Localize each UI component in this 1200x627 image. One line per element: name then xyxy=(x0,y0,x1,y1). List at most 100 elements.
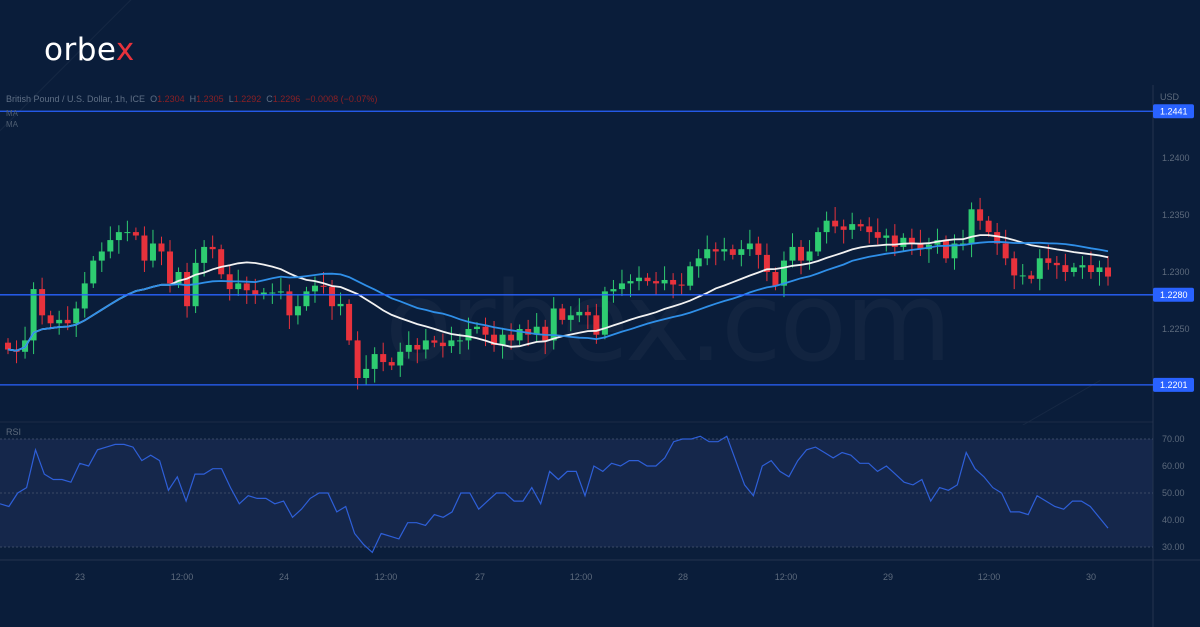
candle-body xyxy=(371,354,378,369)
candle-body xyxy=(473,326,480,329)
x-tick-label: 12:00 xyxy=(570,572,593,582)
x-tick-label: 23 xyxy=(75,572,85,582)
candle-body xyxy=(815,232,822,252)
low-value: 1.2292 xyxy=(233,94,262,104)
open-label: O xyxy=(150,94,158,104)
candle-body xyxy=(908,237,915,244)
candle-body xyxy=(303,291,310,307)
candle-body xyxy=(414,344,421,350)
candle-body xyxy=(755,243,762,255)
candle-body xyxy=(5,342,11,350)
candle-body xyxy=(1011,258,1018,276)
candle-body xyxy=(832,220,839,227)
level-price-label: 1.2280 xyxy=(1160,290,1188,300)
y-tick-label: 1.2300 xyxy=(1162,267,1190,277)
change-value: −0.0008 (−0.07%) xyxy=(305,94,378,104)
candle-body xyxy=(388,362,395,366)
level-price-label: 1.2201 xyxy=(1160,380,1188,390)
candle-body xyxy=(968,209,975,244)
candle-body xyxy=(30,289,37,341)
candle-body xyxy=(158,243,165,252)
x-tick-label: 30 xyxy=(1086,572,1096,582)
close-value: 1.2296 xyxy=(272,94,301,104)
currency-label: USD xyxy=(1160,92,1180,102)
candle-body xyxy=(64,319,71,324)
candle-body xyxy=(823,220,830,233)
candle-body xyxy=(610,289,617,292)
candle-body xyxy=(98,251,105,261)
candle-body xyxy=(960,243,967,245)
close-label: C xyxy=(266,94,273,104)
ma-slow-line xyxy=(7,240,1109,352)
candle-body xyxy=(780,260,787,286)
candle-body xyxy=(695,258,702,267)
candle-body xyxy=(405,344,412,352)
candle-body xyxy=(977,209,984,221)
candle-body xyxy=(337,303,344,307)
candle-body xyxy=(56,319,63,324)
candle-body xyxy=(951,243,958,259)
candle-body xyxy=(235,283,242,290)
candle-body xyxy=(550,308,557,341)
candle-body xyxy=(380,354,387,363)
candle-body xyxy=(320,285,327,287)
ma-fast-line xyxy=(7,234,1109,352)
candle-body xyxy=(1096,267,1103,272)
candle-body xyxy=(806,251,813,261)
candle-body xyxy=(439,342,446,347)
candle-body xyxy=(465,329,472,341)
candle-body xyxy=(721,249,728,252)
candle-body xyxy=(653,281,660,284)
candle-body xyxy=(456,340,463,342)
rsi-tick-label: 60.00 xyxy=(1162,461,1185,471)
candle-body xyxy=(840,226,847,230)
candle-body xyxy=(601,291,608,335)
x-tick-label: 12:00 xyxy=(978,572,1001,582)
y-tick-label: 1.2350 xyxy=(1162,210,1190,220)
candle-body xyxy=(917,243,924,250)
logo-text: orbe xyxy=(44,32,116,68)
candle-body xyxy=(431,340,438,343)
candle-body xyxy=(985,220,992,233)
candle-body xyxy=(661,279,668,284)
candle-body xyxy=(422,340,429,350)
candle-body xyxy=(81,283,88,309)
x-tick-label: 28 xyxy=(678,572,688,582)
candle-body xyxy=(687,266,694,286)
symbol-name: British Pound / U.S. Dollar, 1h, ICE xyxy=(6,94,146,104)
candle-body xyxy=(149,243,156,261)
candle-body xyxy=(516,329,523,341)
x-tick-label: 27 xyxy=(475,572,485,582)
candle-body xyxy=(636,277,643,282)
candle-body xyxy=(900,237,907,247)
candle-body xyxy=(525,329,532,335)
ma-legend-2[interactable]: MA xyxy=(6,120,18,129)
candle-body xyxy=(542,326,549,341)
candle-body xyxy=(115,232,122,241)
candle-body xyxy=(132,232,139,236)
candle-body xyxy=(243,283,250,291)
candle-body xyxy=(1045,258,1052,263)
candle-body xyxy=(994,232,1001,244)
candle-body xyxy=(397,351,404,366)
rsi-tick-label: 30.00 xyxy=(1162,542,1185,552)
level-price-label: 1.2441 xyxy=(1160,106,1188,116)
ma-legend-1[interactable]: MA xyxy=(6,109,18,118)
candle-body xyxy=(286,291,293,316)
candle-body xyxy=(209,246,216,250)
candle-body xyxy=(141,235,148,261)
y-tick-label: 1.2400 xyxy=(1162,153,1190,163)
candle-body xyxy=(47,315,54,324)
candle-body xyxy=(363,368,370,379)
candle-body xyxy=(184,272,191,307)
candle-body xyxy=(874,232,881,238)
candle-body xyxy=(763,254,770,272)
open-value: 1.2304 xyxy=(157,94,185,104)
level-price-tag xyxy=(1153,287,1194,302)
candle-body xyxy=(311,285,318,292)
level-price-tag xyxy=(1153,377,1194,392)
candle-body xyxy=(329,286,336,307)
candle-body xyxy=(942,240,949,259)
candle-body xyxy=(533,326,540,335)
